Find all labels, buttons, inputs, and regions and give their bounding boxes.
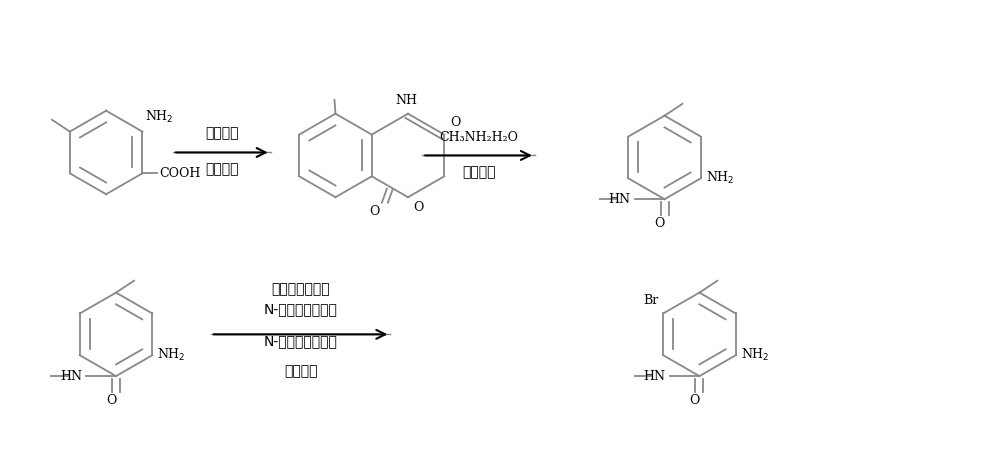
Text: NH$_2$: NH$_2$ bbox=[157, 347, 186, 363]
Text: 固体光气: 固体光气 bbox=[205, 127, 239, 141]
Text: NH$_2$: NH$_2$ bbox=[741, 347, 769, 363]
Text: O: O bbox=[654, 217, 665, 230]
Text: O: O bbox=[370, 205, 380, 218]
Text: O: O bbox=[450, 116, 461, 128]
Text: NH$_2$: NH$_2$ bbox=[706, 170, 734, 186]
Text: NH$_2$: NH$_2$ bbox=[145, 108, 174, 125]
Text: 四氢呋喃: 四氢呋喃 bbox=[462, 165, 495, 180]
Text: N-碘代丁二酰亚胺: N-碘代丁二酰亚胺 bbox=[264, 335, 337, 348]
Text: 四氢呋喃: 四氢呋喃 bbox=[284, 364, 317, 378]
Text: NH: NH bbox=[395, 94, 417, 107]
Text: O: O bbox=[413, 201, 423, 214]
Text: HN: HN bbox=[60, 370, 82, 383]
Text: Br: Br bbox=[643, 293, 658, 307]
Text: O: O bbox=[106, 394, 116, 407]
Text: HN: HN bbox=[609, 193, 631, 206]
Text: 四氢呋喃: 四氢呋喃 bbox=[205, 162, 239, 176]
Text: 氯代丁二酰亚胺: 氯代丁二酰亚胺 bbox=[271, 282, 330, 297]
Text: CH₃NH₂H₂O: CH₃NH₂H₂O bbox=[439, 131, 518, 143]
Text: HN: HN bbox=[644, 370, 666, 383]
Text: N-溴代琥珀酰亚胺: N-溴代琥珀酰亚胺 bbox=[264, 303, 337, 316]
Text: O: O bbox=[689, 394, 700, 407]
Text: COOH: COOH bbox=[159, 167, 201, 180]
